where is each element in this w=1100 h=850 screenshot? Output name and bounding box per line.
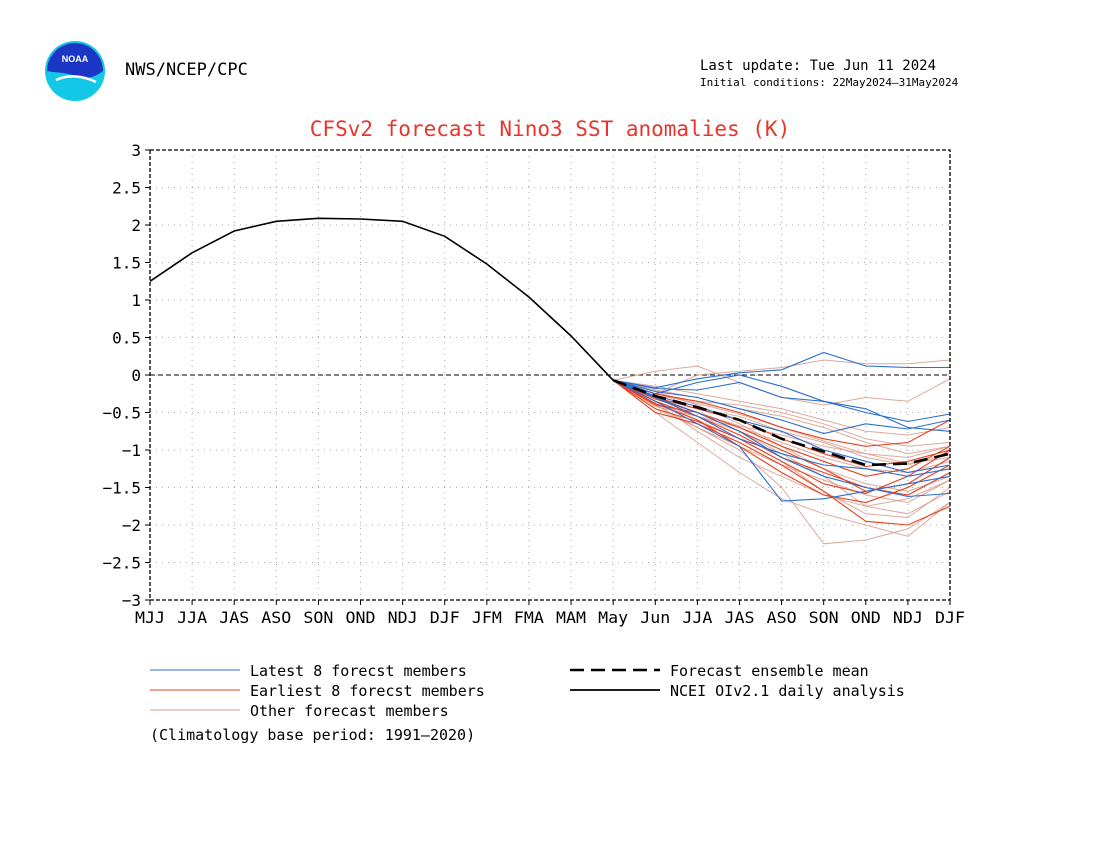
logo-bird-shape — [47, 43, 103, 79]
x-tick-label: NDJ — [893, 608, 923, 627]
x-tick-label: JJA — [177, 608, 207, 627]
latest-member-line — [612, 379, 951, 477]
latest-member-line — [613, 379, 951, 432]
x-tick-label: SON — [809, 608, 839, 627]
logo-text: NOAA — [62, 54, 89, 64]
legend-label-latest: Latest 8 forecst members — [250, 662, 467, 680]
x-tick-label: SON — [303, 608, 333, 627]
y-tick-label: −1 — [122, 441, 141, 460]
y-tick-label: 1.5 — [112, 254, 141, 273]
y-tick-label: 0.5 — [112, 329, 141, 348]
y-tick-label: 2 — [131, 216, 141, 235]
x-axis-ticks: MJJ JJA JAS ASO SON OND NDJ DJF JFM FMA MAM May Jun J… — [135, 600, 965, 627]
legend-label-observed: NCEI OIv2.1 daily analysis — [670, 682, 905, 700]
chart-title: CFSv2 forecast Nino3 SST anomalies (K) — [310, 117, 790, 141]
x-tick-label: DJF — [430, 608, 460, 627]
last-update: Last update: Tue Jun 11 2024 — [700, 58, 937, 74]
legend-label-other: Other forecast members — [250, 702, 449, 720]
y-tick-label: −2.5 — [102, 554, 141, 573]
other-member-line — [613, 359, 951, 395]
plot-frame — [149, 149, 951, 601]
legend-label-earliest: Earliest 8 forecst members — [250, 682, 485, 700]
x-tick-label: DJF — [935, 608, 965, 627]
y-tick-label: 2.5 — [112, 179, 141, 198]
x-tick-label: ASO — [261, 608, 291, 627]
x-tick-label: MAM — [556, 608, 586, 627]
agency-label: NWS/NCEP/CPC — [125, 60, 248, 80]
other-member-line — [612, 379, 951, 537]
x-tick-label: JAS — [219, 608, 249, 627]
y-tick-label: 3 — [131, 141, 141, 160]
x-tick-label: NDJ — [388, 608, 418, 627]
x-tick-label: JFM — [472, 608, 502, 627]
legend: Latest 8 forecst members Earliest 8 forec… — [150, 662, 905, 720]
latest-member-line — [613, 379, 951, 474]
latest-members-series — [612, 351, 951, 502]
earliest-member-line — [612, 379, 951, 526]
noaa-logo: NOAA — [45, 41, 105, 101]
y-tick-label: 0 — [131, 366, 141, 385]
latest-member-line — [613, 374, 951, 423]
x-tick-label: OND — [346, 608, 376, 627]
x-tick-label: May — [598, 608, 628, 627]
latest-member-line — [613, 379, 951, 435]
x-tick-label: OND — [851, 608, 881, 627]
x-tick-label: ASO — [767, 608, 797, 627]
y-tick-label: −1.5 — [102, 479, 141, 498]
x-tick-label: JJA — [682, 608, 712, 627]
x-tick-label: MJJ — [135, 608, 165, 627]
y-tick-label: −2 — [122, 516, 141, 535]
x-tick-label: JAS — [724, 608, 754, 627]
x-tick-label: Jun — [640, 608, 670, 627]
observed-series — [149, 217, 614, 381]
grid-lines — [150, 150, 950, 600]
legend-label-mean: Forecast ensemble mean — [670, 662, 869, 680]
observed-line — [149, 217, 614, 381]
ensemble-mean-series — [612, 379, 951, 467]
earliest-member-line — [612, 379, 951, 495]
y-tick-label: −3 — [122, 591, 141, 610]
latest-member-line — [612, 379, 951, 502]
latest-member-line — [613, 351, 950, 389]
initial-conditions: Initial conditions: 22May2024–31May2024 — [700, 76, 959, 89]
y-tick-label: −0.5 — [102, 404, 141, 423]
latest-member-line — [612, 379, 951, 498]
other-member-line — [613, 379, 951, 455]
ensemble-mean-line — [612, 379, 951, 467]
earliest-member-line — [613, 379, 951, 447]
y-tick-label: 1 — [131, 291, 141, 310]
x-tick-label: FMA — [514, 608, 544, 627]
climatology-footnote: (Climatology base period: 1991–2020) — [150, 726, 476, 744]
y-axis-ticks: 3 2.5 2 1.5 1 0.5 0 −0.5 −1 −1.5 −2 −2.5 −3 — [102, 141, 150, 610]
